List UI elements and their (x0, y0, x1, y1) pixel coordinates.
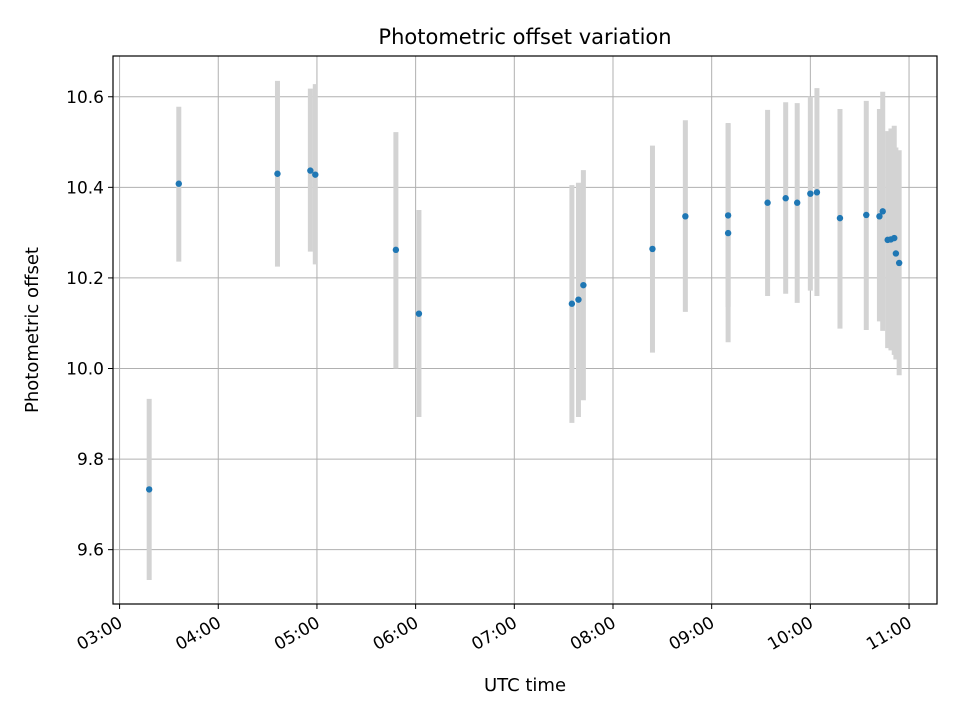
data-point (312, 171, 319, 178)
data-point (307, 167, 314, 174)
plot-area-frame (112, 55, 938, 605)
y-tick-label: 9.6 (77, 541, 104, 561)
data-point (813, 189, 821, 196)
data-point (764, 199, 771, 206)
data-point (580, 281, 587, 289)
data-point (568, 300, 576, 307)
y-axis-ticks: 9.6 9.8 10.0 10.2 10.4 10.6 (66, 88, 113, 561)
data-point (145, 486, 153, 493)
data-point (724, 229, 732, 237)
y-tick-label: 10.4 (66, 178, 104, 198)
data-point (876, 213, 883, 220)
data-point (895, 259, 903, 267)
data-point (682, 213, 689, 220)
data-point (879, 208, 886, 215)
data-point (863, 211, 870, 219)
data-point (793, 199, 801, 206)
data-point (782, 195, 789, 202)
data-point (392, 246, 400, 254)
y-tick-label: 10.0 (66, 359, 104, 379)
data-point (891, 234, 898, 242)
y-tick-label: 10.6 (66, 88, 104, 108)
chart-title: Photometric offset variation (378, 25, 671, 49)
data-point (892, 250, 900, 257)
data-points (145, 167, 903, 493)
data-point (575, 296, 582, 303)
y-axis-label: Photometric offset (22, 247, 43, 413)
x-axis-label: UTC time (484, 675, 566, 696)
data-point (415, 310, 423, 317)
data-point (807, 190, 814, 197)
data-point (724, 212, 732, 219)
data-point (649, 245, 656, 253)
data-point (836, 214, 844, 222)
y-tick-label: 9.8 (77, 450, 104, 470)
data-point (175, 180, 182, 187)
y-tick-label: 10.2 (66, 269, 104, 289)
data-point (274, 170, 281, 177)
